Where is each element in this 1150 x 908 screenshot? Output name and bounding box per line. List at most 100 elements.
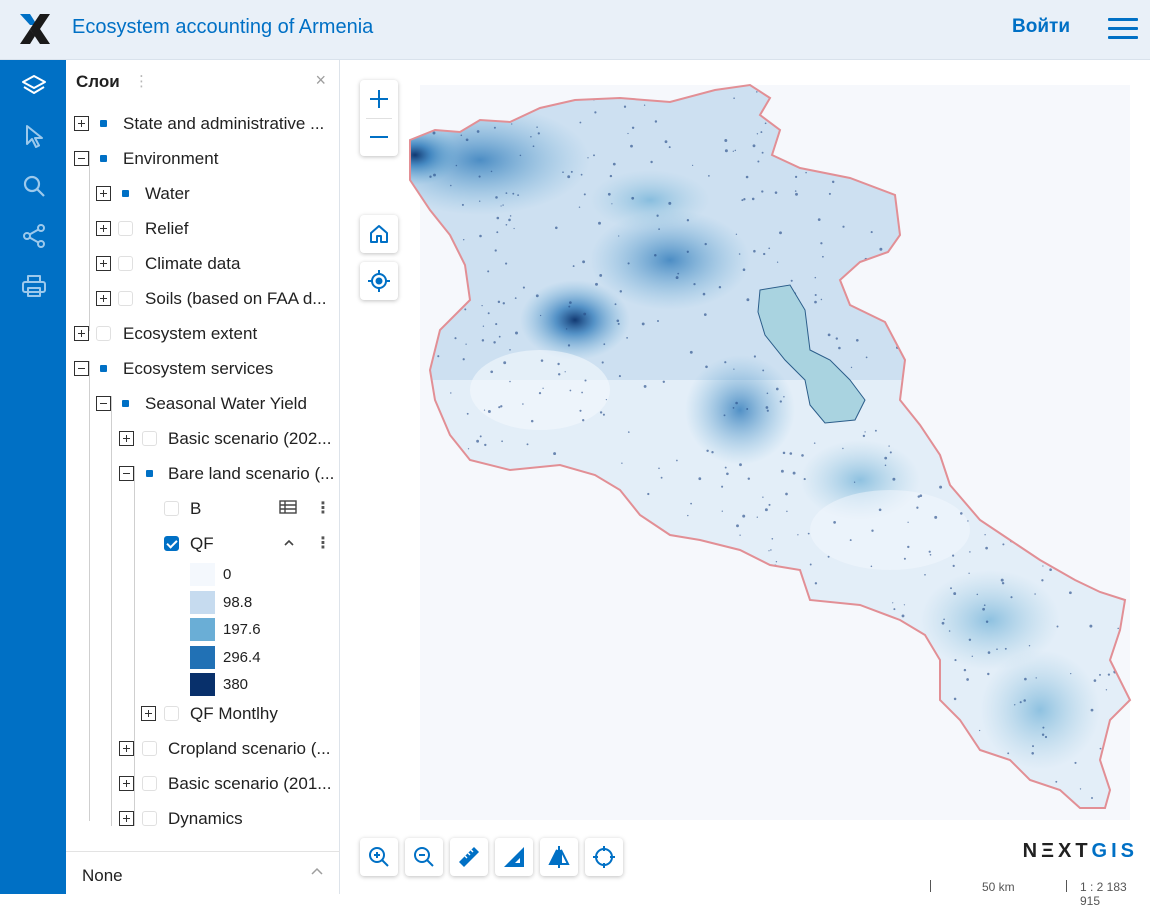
collapse-minus-icon[interactable] [74, 361, 89, 376]
zoom-in-tool-icon[interactable] [360, 838, 398, 876]
layer-row[interactable]: Basic scenario (202... [66, 421, 340, 456]
layer-label[interactable]: Ecosystem extent [123, 324, 258, 343]
layer-label[interactable]: Environment [123, 149, 219, 168]
geolocate-button[interactable] [360, 262, 398, 300]
layer-visibility-checkbox[interactable] [164, 536, 179, 551]
expand-plus-icon[interactable] [96, 221, 111, 236]
layer-menu-icon[interactable]: ⋮ [315, 535, 331, 552]
scale-bar: 50 km 1 : 2 183 915 [930, 878, 1150, 908]
layer-row[interactable]: Water [66, 176, 340, 211]
swipe-compare-icon[interactable] [540, 838, 578, 876]
search-icon[interactable] [12, 164, 56, 208]
layer-visibility-checkbox[interactable] [142, 466, 157, 481]
layer-row[interactable]: Ecosystem extent [66, 316, 340, 351]
measure-distance-icon[interactable] [450, 838, 488, 876]
layer-label[interactable]: Bare land scenario (... [168, 464, 335, 483]
layer-visibility-checkbox[interactable] [96, 116, 111, 131]
chevron-up-icon[interactable] [282, 536, 296, 555]
layer-row[interactable]: QF ⋮ [66, 526, 340, 561]
layer-row[interactable]: Environment [66, 141, 340, 176]
hamburger-menu-icon[interactable] [1106, 13, 1140, 43]
layer-label[interactable]: Basic scenario (201... [168, 774, 332, 793]
collapse-minus-icon[interactable] [74, 151, 89, 166]
map-view[interactable]: NΞXTGIS 50 km 1 : 2 183 915 [340, 60, 1150, 908]
collapse-minus-icon[interactable] [119, 466, 134, 481]
layers-icon[interactable] [12, 64, 56, 108]
layer-visibility-checkbox[interactable] [142, 741, 157, 756]
cursor-arrow-icon[interactable] [12, 114, 56, 158]
layer-label[interactable]: Relief [145, 219, 189, 238]
layer-visibility-checkbox[interactable] [118, 256, 133, 271]
layer-label[interactable]: Dynamics [168, 809, 243, 828]
chevron-up-icon[interactable] [310, 864, 324, 881]
layer-label[interactable]: Climate data [145, 254, 241, 273]
layer-visibility-checkbox[interactable] [118, 221, 133, 236]
collapse-minus-icon[interactable] [96, 396, 111, 411]
layer-row[interactable]: Ecosystem services [66, 351, 340, 386]
layer-row[interactable]: State and administrative ... [66, 106, 340, 141]
layer-visibility-checkbox[interactable] [142, 431, 157, 446]
close-icon[interactable]: × [315, 70, 326, 90]
share-icon[interactable] [12, 214, 56, 258]
layer-row[interactable]: B ⋮ [66, 491, 340, 526]
layer-row[interactable]: Cropland scenario (... [66, 731, 340, 766]
layer-row[interactable]: Soils (based on FAA d... [66, 281, 340, 316]
layer-label[interactable]: Water [145, 184, 190, 203]
layer-row[interactable]: Bare land scenario (... [66, 456, 340, 491]
layer-row[interactable]: QF Montlhy [66, 696, 340, 731]
printer-icon[interactable] [12, 264, 56, 308]
expand-plus-icon[interactable] [96, 256, 111, 271]
layer-row[interactable]: Climate data [66, 246, 340, 281]
expand-plus-icon[interactable] [119, 741, 134, 756]
layer-label[interactable]: Basic scenario (202... [168, 429, 332, 448]
left-toolbar [0, 60, 66, 894]
layer-visibility-checkbox[interactable] [96, 361, 111, 376]
layer-visibility-checkbox[interactable] [96, 151, 111, 166]
layer-label[interactable]: QF Montlhy [190, 704, 278, 723]
layer-visibility-checkbox[interactable] [164, 501, 179, 516]
expand-plus-icon[interactable] [96, 291, 111, 306]
nextgis-brand-logo[interactable]: NΞXTGIS [1023, 840, 1138, 863]
layer-visibility-checkbox[interactable] [164, 706, 179, 721]
layer-label[interactable]: Seasonal Water Yield [145, 394, 307, 413]
login-button[interactable]: Войти [1012, 16, 1070, 37]
tree-guide-line [111, 396, 112, 826]
layer-label[interactable]: Cropland scenario (... [168, 739, 331, 758]
expand-plus-icon[interactable] [119, 811, 134, 826]
layer-row[interactable]: Relief [66, 211, 340, 246]
layer-label[interactable]: Ecosystem services [123, 359, 274, 378]
layer-label[interactable]: QF [190, 534, 214, 553]
attribute-table-icon[interactable] [279, 499, 297, 520]
panel-menu-icon[interactable]: ⋮ [134, 73, 149, 90]
home-extent-button[interactable] [360, 215, 398, 253]
nextgis-x-logo[interactable] [18, 12, 52, 46]
layer-visibility-checkbox[interactable] [118, 396, 133, 411]
expand-plus-icon[interactable] [74, 116, 89, 131]
expand-plus-icon[interactable] [141, 706, 156, 721]
expand-plus-icon[interactable] [119, 431, 134, 446]
layer-row[interactable]: Seasonal Water Yield [66, 386, 340, 421]
expand-plus-icon[interactable] [119, 776, 134, 791]
layer-row[interactable]: Dynamics [66, 801, 340, 836]
layer-visibility-checkbox[interactable] [118, 291, 133, 306]
expand-plus-icon[interactable] [96, 186, 111, 201]
basemap-selector[interactable]: None [66, 851, 340, 894]
zoom-in-button[interactable] [360, 80, 398, 118]
map-canvas[interactable] [340, 60, 1150, 894]
measure-area-icon[interactable] [495, 838, 533, 876]
layer-visibility-checkbox[interactable] [142, 776, 157, 791]
expand-plus-icon[interactable] [74, 326, 89, 341]
layer-menu-icon[interactable]: ⋮ [315, 500, 331, 517]
layers-panel-header: Слои ⋮ × [66, 60, 340, 104]
layer-label[interactable]: Soils (based on FAA d... [145, 289, 327, 308]
target-icon [368, 270, 390, 292]
zoom-out-button[interactable] [360, 118, 398, 156]
zoom-out-tool-icon[interactable] [405, 838, 443, 876]
layer-label[interactable]: State and administrative ... [123, 114, 325, 133]
layer-visibility-checkbox[interactable] [96, 326, 111, 341]
layer-label[interactable]: B [190, 499, 202, 518]
layer-visibility-checkbox[interactable] [142, 811, 157, 826]
locate-icon[interactable] [585, 838, 623, 876]
layer-visibility-checkbox[interactable] [118, 186, 133, 201]
layer-row[interactable]: Basic scenario (201... [66, 766, 340, 801]
